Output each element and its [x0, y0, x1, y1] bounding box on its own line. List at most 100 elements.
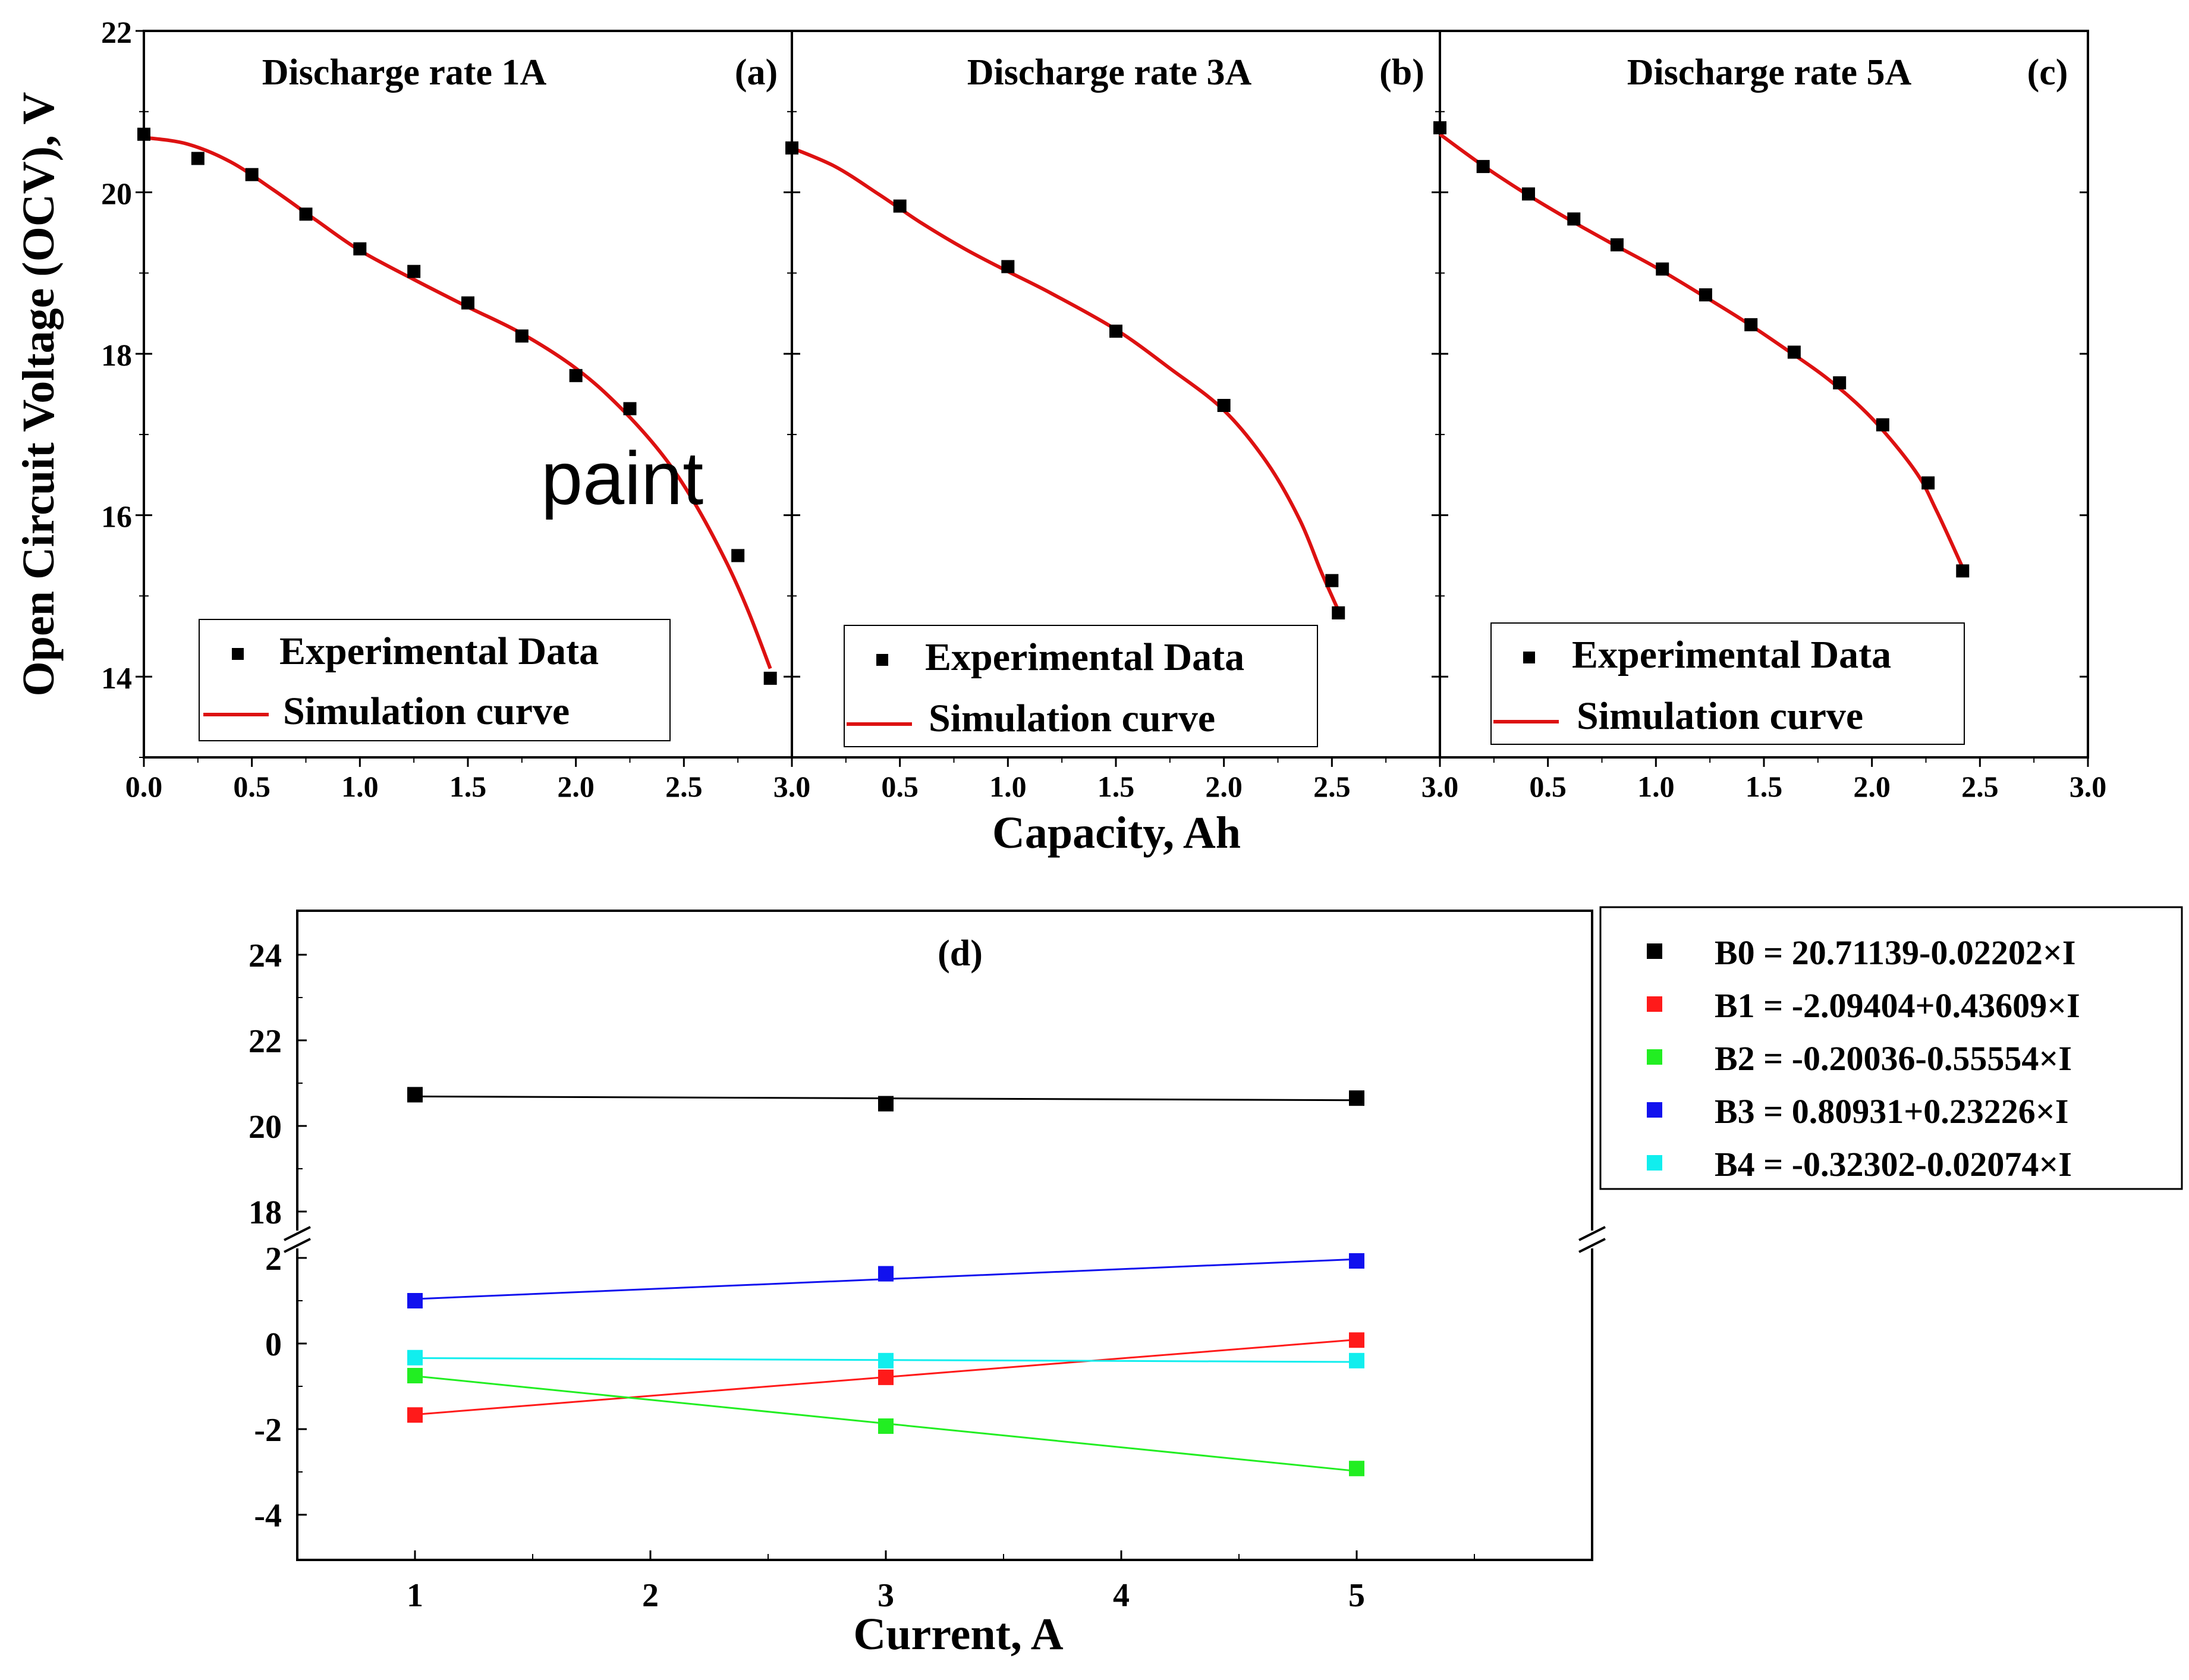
panel-d-point-b4: [878, 1352, 894, 1368]
panel-d-label: (d): [938, 933, 983, 974]
top-x-tick-label: 3.0: [1421, 770, 1459, 803]
panel-a-data-point: [407, 265, 421, 278]
panel-c-simulation-curve: [1439, 133, 1965, 569]
panel-d-x-tick-label: 3: [878, 1577, 894, 1614]
panel-c-legend: Experimental Data Simulation curve: [1490, 622, 1965, 745]
panel-c-legend-marker: [1523, 652, 1535, 663]
panel-d-y-tick-label: 24: [249, 937, 282, 974]
panel-d-x-tick-label: 1: [407, 1577, 423, 1614]
top-x-tick-label: 3.0: [773, 770, 811, 803]
panel-d-y-tick-label: 2: [265, 1241, 282, 1278]
panel-a-legend-simulation: Simulation curve: [283, 690, 570, 733]
top-x-tick-label: 1.5: [1745, 770, 1783, 803]
panel-d-x-tick-label: 5: [1348, 1577, 1365, 1614]
top-y-tick-label: 14: [101, 662, 132, 696]
panel-a-data-point: [569, 369, 583, 382]
panel-d-legend-label-b0: B0 = 20.71139-0.02202×I: [1715, 933, 2075, 972]
panel-a-legend: Experimental Data Simulation curve: [199, 619, 671, 741]
panel-d-point-b1: [407, 1407, 423, 1423]
panel-a-title: Discharge rate 1A: [262, 52, 547, 93]
top-x-tick-label: 0.5: [233, 770, 271, 803]
panel-d-legend-marker-b3: [1647, 1102, 1662, 1118]
panel-b-data-point: [1001, 260, 1015, 273]
panel-d-x-tick-label: 2: [642, 1577, 659, 1614]
panel-b-data-point: [785, 141, 798, 155]
panel-c-data-point: [1476, 160, 1490, 174]
top-x-tick-label: 2.5: [1961, 770, 1999, 803]
panel-d-y-tick-label: -4: [254, 1497, 282, 1534]
top-x-tick-label: 1.5: [449, 770, 487, 803]
panel-c-data-point: [1744, 318, 1758, 332]
panel-a-data-point: [763, 671, 777, 685]
panel-c-label: (c): [2027, 52, 2068, 93]
panel-b-simulation-curve: [791, 146, 1340, 612]
panel-d-point-b2: [1349, 1461, 1364, 1477]
panel-c-legend-experimental: Experimental Data: [1572, 633, 1891, 677]
panel-b-legend-simulation: Simulation curve: [929, 697, 1215, 740]
panel-d-legend-marker-b4: [1647, 1155, 1662, 1171]
top-axis-ticks: [136, 30, 2089, 767]
panel-d-y-tick-label: -2: [254, 1412, 282, 1449]
panel-b-data-point: [1109, 325, 1122, 338]
panel-d-legend-label-b1: B1 = -2.09404+0.43609×I: [1715, 986, 2080, 1025]
overlay-text: paint: [541, 436, 703, 520]
panel-d-break-mark: [1578, 1238, 1606, 1253]
panel-d-legend-label-b3: B3 = 0.80931+0.23226×I: [1715, 1092, 2068, 1131]
panel-a-data-point: [731, 549, 745, 562]
panel-d-point-b2: [407, 1368, 423, 1383]
panel-c-data-point: [1787, 345, 1801, 359]
panel-d-y-tick-label: 0: [265, 1326, 282, 1363]
top-x-tick-label: 2.0: [1853, 770, 1891, 803]
panel-d-point-b0: [878, 1096, 894, 1112]
panel-a-data-point: [191, 152, 205, 165]
panel-c-legend-box: [1490, 622, 1965, 745]
top-x-tick-label: 3.0: [2070, 770, 2107, 803]
top-y-axis-label: Open Circuit Voltage (OCV), V: [14, 92, 64, 696]
panel-b-legend-box: [844, 625, 1318, 747]
panel-b-legend: Experimental Data Simulation curve: [844, 625, 1318, 747]
simulation-curves: [143, 133, 1965, 669]
panel-b-label: (b): [1379, 52, 1424, 93]
panel-c-data-point: [1521, 187, 1535, 201]
top-y-tick-label: 16: [101, 501, 132, 534]
panel-a-data-point: [137, 127, 150, 141]
top-x-tick-label: 2.5: [1313, 770, 1351, 803]
panel-d-legend-marker-b2: [1647, 1049, 1662, 1065]
panel-d-point-b2: [878, 1418, 894, 1434]
panel-a-data-point: [515, 329, 529, 343]
panel-c-data-point: [1610, 238, 1624, 251]
panel-d-point-b1: [1349, 1332, 1364, 1348]
panel-b-data-point: [893, 199, 907, 213]
panel-d-break-mark: [284, 1226, 311, 1241]
panel-a-data-point: [623, 402, 637, 416]
top-y-tick-label: 22: [101, 16, 132, 50]
panel-b-data-point: [1332, 606, 1345, 619]
panel-b-data-point: [1325, 574, 1339, 587]
top-axis-tick-labels: 14 16 18 20 22 0.0 0.5 1.0 1.5 2.0 2.5 3.0 0.5 1.0 1.5…: [101, 16, 2106, 803]
top-x-tick-label: 2.5: [665, 770, 703, 803]
panel-c-data-point: [1699, 288, 1712, 301]
top-x-tick-label: 1.0: [1637, 770, 1675, 803]
top-x-tick-label: 2.0: [1205, 770, 1243, 803]
top-x-tick-label: 1.0: [989, 770, 1027, 803]
panel-d-fit-lines: [414, 1095, 1357, 1473]
panel-c-data-point: [1567, 212, 1581, 226]
top-x-tick-label: 1.5: [1097, 770, 1135, 803]
panel-d-y-tick-label: 22: [249, 1023, 282, 1060]
top-y-tick-label: 20: [101, 178, 132, 212]
panel-b-data-point: [1217, 399, 1231, 413]
panel-c-data-point: [1433, 121, 1446, 134]
experimental-points: [137, 121, 1970, 685]
panel-b-legend-experimental: Experimental Data: [925, 635, 1244, 679]
panel-a-data-point: [461, 296, 474, 310]
panel-d-point-b0: [1349, 1090, 1364, 1106]
panel-c-data-point: [1656, 262, 1669, 276]
panel-d-legend-marker-b1: [1647, 996, 1662, 1012]
panel-d-legend-label-b2: B2 = -0.20036-0.55554×I: [1715, 1039, 2072, 1078]
panel-d-point-b3: [878, 1266, 894, 1282]
panel-d-point-b0: [407, 1087, 423, 1103]
panel-c-data-point: [1956, 564, 1970, 578]
panel-d-point-b3: [1349, 1253, 1364, 1269]
panel-d-legend-box: [1599, 906, 2183, 1190]
